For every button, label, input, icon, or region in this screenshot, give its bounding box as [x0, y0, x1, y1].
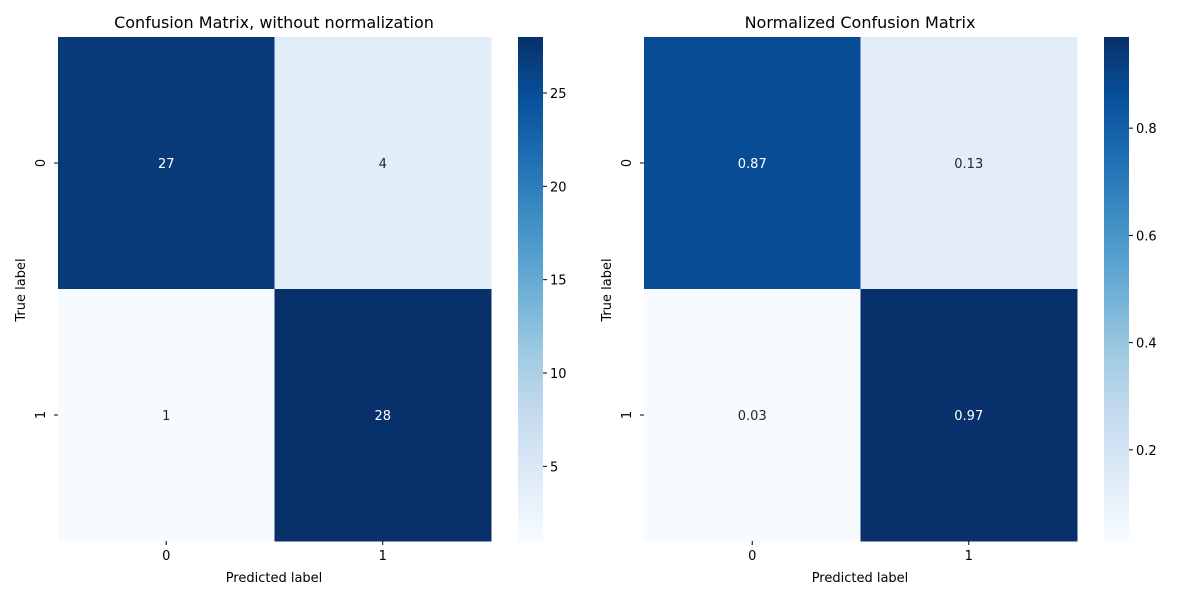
- x-tick-label: 1: [379, 549, 387, 564]
- heatmap-panel-raw: Confusion Matrix, without normalization …: [14, 13, 567, 586]
- y-axis-label: True label: [600, 258, 615, 322]
- y-tick-label: 0: [620, 159, 635, 167]
- y-axis-label: True label: [14, 258, 29, 322]
- colorbar: 5 10 15 20 25: [518, 37, 567, 541]
- heatmap-cell: [274, 37, 492, 290]
- cell-annotation: 0.97: [954, 409, 983, 424]
- colorbar-tick-label: 0.4: [1136, 337, 1157, 352]
- cell-annotations: 0.87 0.13 0.03 0.97: [738, 157, 983, 424]
- y-tick-label: 1: [34, 411, 49, 419]
- colorbar-tick-label: 0.6: [1136, 229, 1157, 244]
- cell-annotation: 4: [379, 157, 387, 172]
- cell-annotation: 0.03: [738, 409, 767, 424]
- colorbar-tick-label: 25: [550, 87, 567, 102]
- heatmap-cell: [274, 289, 492, 542]
- cell-annotation: 0.87: [738, 157, 767, 172]
- cell-annotations: 27 4 1 28: [158, 157, 391, 424]
- cell-annotation: 0.13: [954, 157, 983, 172]
- x-tick-label: 0: [162, 549, 170, 564]
- colorbar-tick-label: 10: [550, 367, 567, 382]
- y-tick-label: 1: [620, 411, 635, 419]
- y-axis-ticks: 01: [34, 159, 58, 419]
- heatmap-cell: [58, 37, 275, 290]
- colorbar-tick-label: 15: [550, 274, 567, 289]
- cell-annotation: 27: [158, 157, 175, 172]
- cell-annotation: 1: [162, 409, 170, 424]
- heatmap-cell: [860, 37, 1078, 290]
- colorbar-gradient: [518, 37, 543, 541]
- x-tick-label: 1: [965, 549, 973, 564]
- chart-title: Normalized Confusion Matrix: [745, 13, 976, 32]
- colorbar-gradient: [1104, 37, 1129, 541]
- heatmap-cell: [644, 289, 861, 542]
- heatmap-cell: [644, 37, 861, 290]
- chart-title: Confusion Matrix, without normalization: [114, 13, 434, 32]
- y-axis-ticks: 01: [620, 159, 644, 419]
- heatmap-cells: [58, 37, 492, 542]
- heatmap-cell: [58, 289, 275, 542]
- heatmap-cells: [644, 37, 1078, 542]
- x-axis-label: Predicted label: [812, 571, 909, 586]
- colorbar-tick-label: 5: [550, 460, 558, 475]
- colorbar: 0.2 0.4 0.6 0.8: [1104, 37, 1157, 541]
- colorbar-tick-label: 0.8: [1136, 122, 1157, 137]
- y-tick-label: 0: [34, 159, 49, 167]
- colorbar-tick-label: 0.2: [1136, 444, 1157, 459]
- x-axis-label: Predicted label: [226, 571, 323, 586]
- cell-annotation: 28: [374, 409, 391, 424]
- heatmap-cell: [860, 289, 1078, 542]
- heatmap-panel-normalized: Normalized Confusion Matrix 0.87 0.13 0.03…: [600, 13, 1157, 586]
- colorbar-tick-label: 20: [550, 180, 567, 195]
- x-tick-label: 0: [748, 549, 756, 564]
